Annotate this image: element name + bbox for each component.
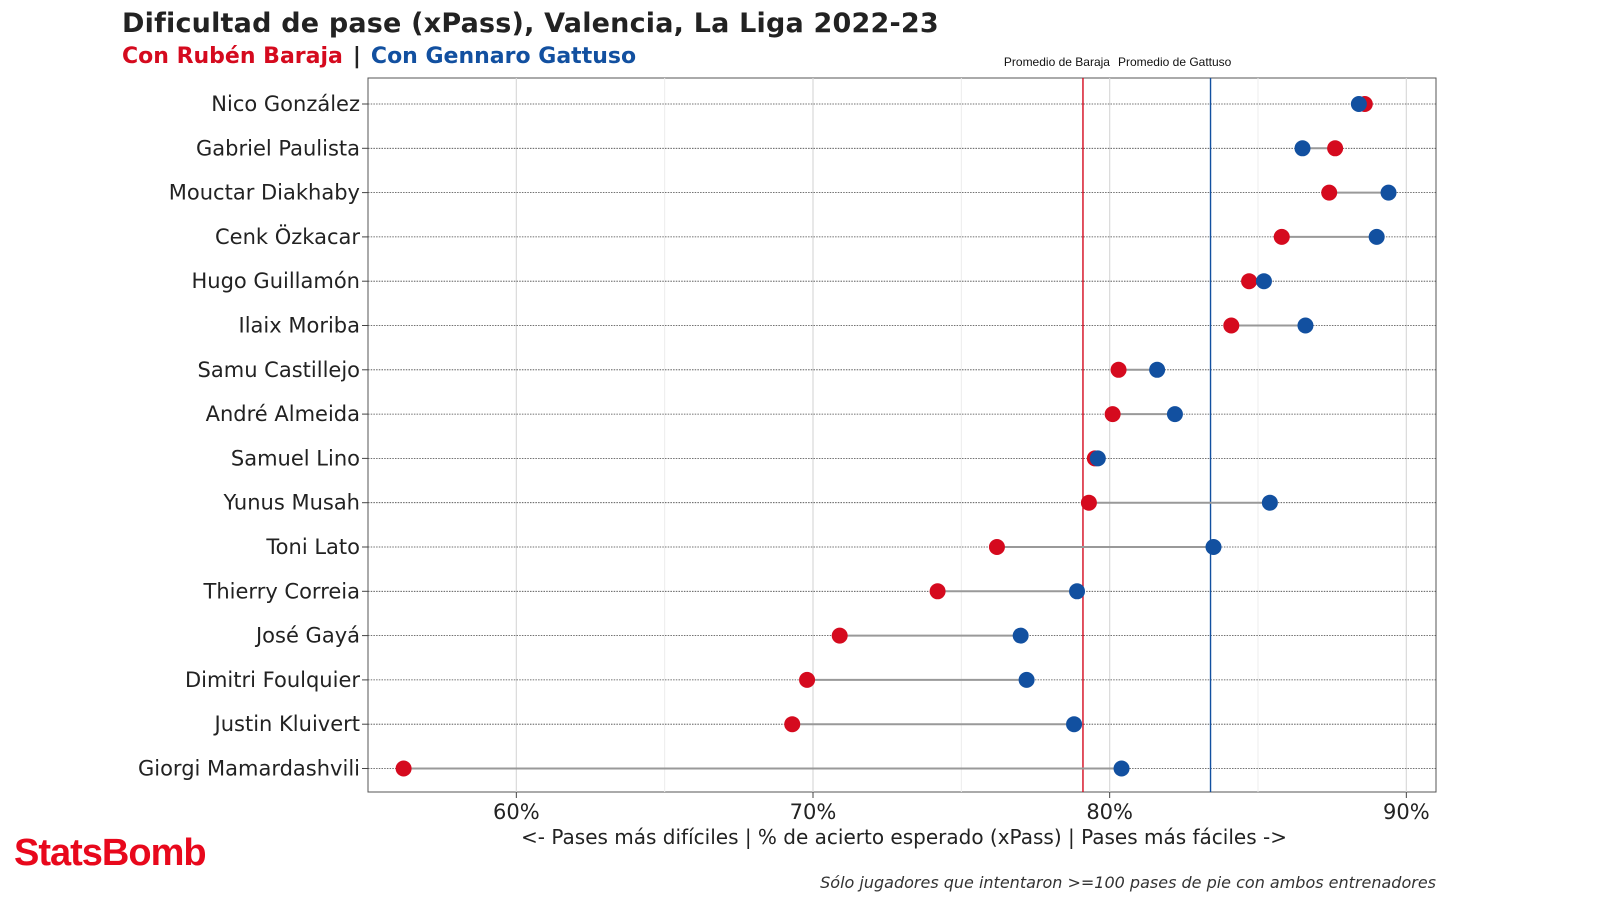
point-gattuso bbox=[1255, 273, 1272, 290]
player-label: André Almeida bbox=[206, 402, 360, 426]
player-label: Mouctar Diakhaby bbox=[169, 181, 360, 205]
point-baraja bbox=[395, 760, 412, 777]
player-label: José Gayá bbox=[254, 624, 360, 648]
point-baraja bbox=[831, 627, 848, 644]
point-gattuso bbox=[1261, 494, 1278, 511]
point-baraja bbox=[799, 671, 816, 688]
player-label: Samuel Lino bbox=[231, 446, 360, 470]
legend-separator: | bbox=[352, 44, 361, 69]
x-tick-label: 70% bbox=[790, 800, 837, 824]
point-gattuso bbox=[1149, 361, 1166, 378]
average-label-baraja: Promedio de Baraja bbox=[1004, 55, 1110, 69]
player-label: Justin Kluivert bbox=[213, 712, 360, 736]
point-gattuso bbox=[1380, 184, 1397, 201]
player-label: Toni Lato bbox=[265, 535, 360, 559]
chart-title: Dificultad de pase (xPass), Valencia, La… bbox=[122, 8, 939, 39]
point-gattuso bbox=[1066, 716, 1083, 733]
point-gattuso bbox=[1012, 627, 1029, 644]
player-label: Nico González bbox=[211, 92, 360, 116]
player-label: Giorgi Mamardashvili bbox=[138, 757, 360, 781]
player-label: Samu Castillejo bbox=[198, 358, 360, 382]
player-label: Hugo Guillamón bbox=[191, 269, 360, 293]
point-baraja bbox=[1321, 184, 1338, 201]
legend-gattuso: Con Gennaro Gattuso bbox=[370, 44, 637, 69]
point-baraja bbox=[1241, 273, 1258, 290]
player-label: Cenk Özkacar bbox=[215, 224, 360, 249]
footnote: Sólo jugadores que intentaron >=100 pase… bbox=[820, 873, 1436, 892]
plot-area bbox=[367, 77, 1437, 793]
point-gattuso bbox=[1294, 140, 1311, 157]
point-baraja bbox=[784, 716, 801, 733]
point-baraja bbox=[1273, 228, 1290, 245]
player-label: Gabriel Paulista bbox=[196, 136, 360, 160]
point-gattuso bbox=[1113, 760, 1130, 777]
x-tick-label: 60% bbox=[493, 800, 540, 824]
point-gattuso bbox=[1297, 317, 1314, 334]
x-tick-label: 90% bbox=[1383, 800, 1430, 824]
point-baraja bbox=[988, 539, 1005, 555]
point-baraja bbox=[1223, 317, 1240, 334]
point-gattuso bbox=[1069, 583, 1086, 600]
average-label-gattuso: Promedio de Gattuso bbox=[1118, 55, 1232, 69]
x-axis-title: <- Pases más difíciles | % de acierto es… bbox=[521, 825, 1287, 849]
player-label: Thierry Correia bbox=[203, 579, 360, 603]
point-gattuso bbox=[1205, 539, 1222, 555]
point-baraja bbox=[1080, 494, 1097, 511]
point-gattuso bbox=[1089, 450, 1106, 467]
point-baraja bbox=[929, 583, 946, 600]
point-baraja bbox=[1104, 406, 1121, 423]
point-gattuso bbox=[1018, 671, 1035, 688]
point-baraja bbox=[1327, 140, 1344, 157]
player-label: Ilaix Moriba bbox=[239, 314, 360, 338]
point-baraja bbox=[1110, 361, 1127, 378]
x-tick-label: 80% bbox=[1086, 800, 1133, 824]
player-label: Dimitri Foulquier bbox=[185, 668, 360, 692]
legend-baraja: Con Rubén Baraja bbox=[122, 44, 343, 69]
point-gattuso bbox=[1166, 406, 1183, 423]
player-label: Yunus Musah bbox=[222, 491, 360, 515]
statsbomb-logo: StatsBomb bbox=[14, 832, 207, 874]
point-gattuso bbox=[1350, 96, 1367, 112]
point-gattuso bbox=[1368, 228, 1385, 245]
chart-subtitle: Con Rubén Baraja | Con Gennaro Gattuso bbox=[122, 44, 636, 69]
